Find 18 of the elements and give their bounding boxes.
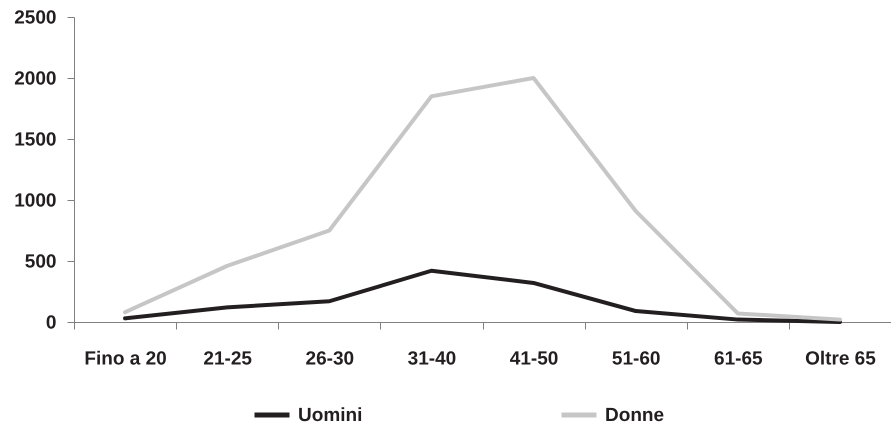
x-tick-label: 61-65 <box>714 348 764 370</box>
x-tick-label: Fino a 20 <box>84 348 167 370</box>
line-series <box>123 76 842 322</box>
y-tick-label: 0 <box>46 312 56 334</box>
x-tick-label: 21-25 <box>203 348 252 370</box>
y-tick-label: 2500 <box>14 8 56 28</box>
legend-label: Donne <box>605 405 664 426</box>
y-tick-label: 1500 <box>14 130 56 150</box>
x-tick-label: 51-60 <box>612 348 660 370</box>
y-tick-label: 500 <box>24 252 56 272</box>
x-tick-label: 31-40 <box>408 348 456 370</box>
x-tick-label: 26-30 <box>306 348 354 370</box>
legend-label: Uomini <box>298 405 362 426</box>
x-tick-label: Oltre 65 <box>805 348 876 370</box>
line-series <box>123 268 842 324</box>
x-tick-label: 41-50 <box>510 348 558 370</box>
y-tick-label: 1000 <box>14 190 56 212</box>
y-tick-label: 2000 <box>14 68 56 90</box>
